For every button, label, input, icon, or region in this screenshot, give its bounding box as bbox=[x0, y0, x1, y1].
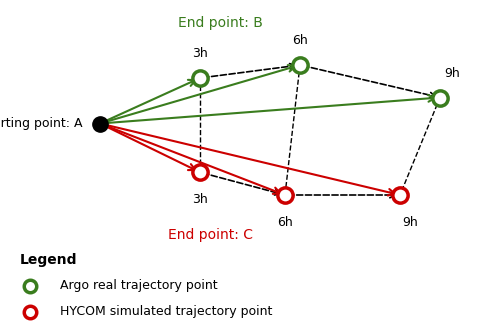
Text: HYCOM simulated trajectory point: HYCOM simulated trajectory point bbox=[60, 306, 272, 318]
Text: 9h: 9h bbox=[444, 67, 460, 80]
Text: End point: B: End point: B bbox=[178, 16, 262, 30]
Text: End point: C: End point: C bbox=[168, 227, 252, 241]
Text: Argo real trajectory point: Argo real trajectory point bbox=[60, 280, 218, 292]
Text: 6h: 6h bbox=[277, 216, 293, 229]
Text: Legend: Legend bbox=[20, 253, 78, 267]
Text: 9h: 9h bbox=[402, 216, 418, 229]
Text: 6h: 6h bbox=[292, 34, 308, 47]
Text: Starting point: A: Starting point: A bbox=[0, 117, 82, 130]
Text: 3h: 3h bbox=[192, 193, 208, 206]
Text: 3h: 3h bbox=[192, 47, 208, 60]
